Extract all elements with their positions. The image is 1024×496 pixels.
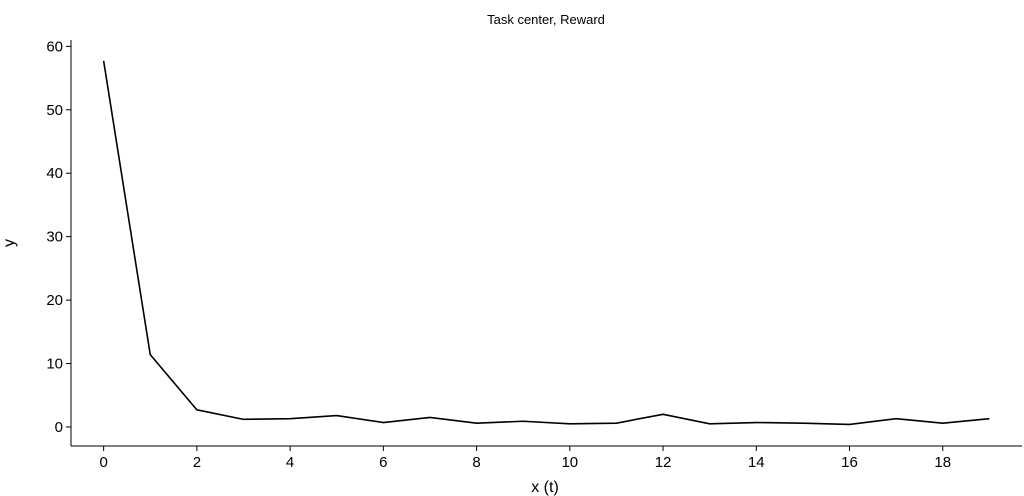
series-layer	[102, 60, 990, 426]
x-tick-label: 12	[655, 454, 672, 471]
y-tick-label: 20	[46, 292, 63, 309]
chart-title: Task center, Reward	[487, 12, 605, 27]
y-tick-label: 10	[46, 356, 63, 373]
x-tick-label: 16	[841, 454, 858, 471]
x-tick-label: 2	[193, 454, 201, 471]
x-tick-label: 8	[472, 454, 480, 471]
x-tick-label: 18	[934, 454, 951, 471]
x-tick-label: 0	[99, 454, 107, 471]
x-tick-label: 14	[748, 454, 765, 471]
y-axis-label: y	[1, 239, 18, 247]
x-tick-label: 6	[379, 454, 387, 471]
x-ticks: 0 2 4 6 8 10 12 14 16 18	[99, 446, 951, 471]
x-tick-label: 4	[286, 454, 294, 471]
series-line-0	[102, 60, 990, 426]
y-tick-label: 50	[46, 102, 63, 119]
y-tick-label: 40	[46, 165, 63, 182]
x-tick-label: 10	[561, 454, 578, 471]
y-tick-label: 60	[46, 38, 63, 55]
axes	[70, 40, 1022, 447]
x-axis-label: x (t)	[531, 479, 559, 496]
y-tick-label: 0	[55, 419, 63, 436]
y-ticks: 0 10 20 30 40 50 60	[46, 38, 71, 436]
y-tick-label: 30	[46, 229, 63, 246]
